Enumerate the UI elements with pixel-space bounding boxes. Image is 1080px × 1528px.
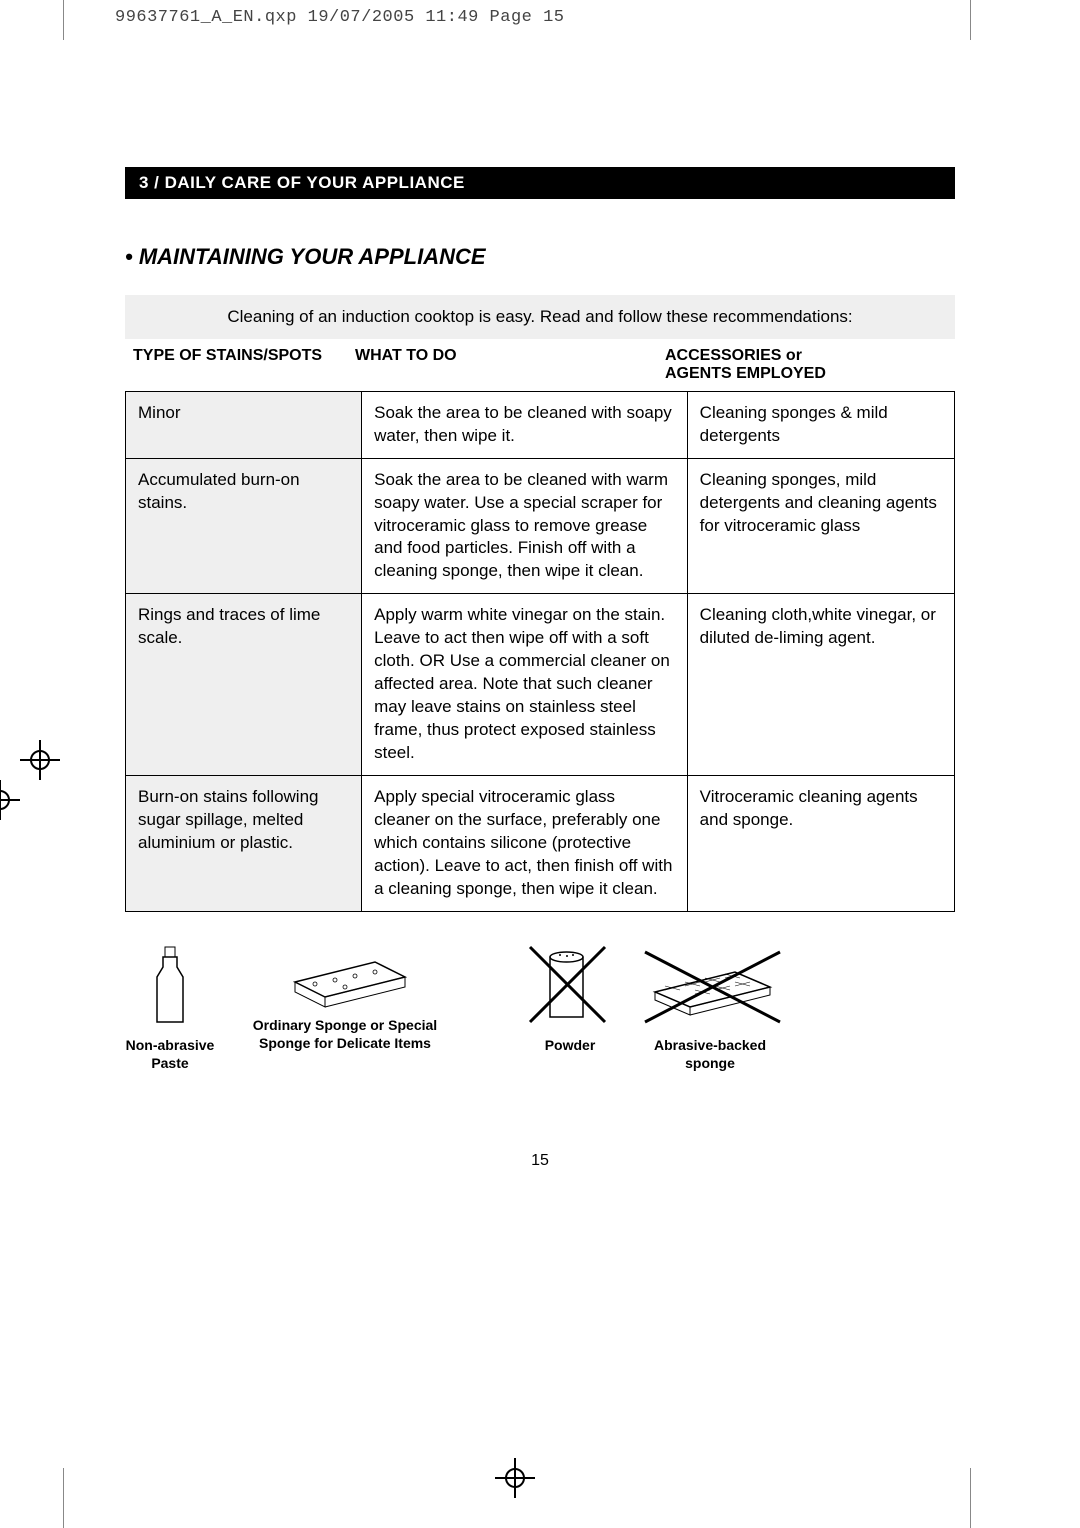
abrasive-label: Abrasive-backed sponge: [635, 1036, 785, 1072]
agents-cell: Cleaning cloth,white vinegar, or diluted…: [687, 594, 954, 776]
sponge-illustration: Ordinary Sponge or Special Sponge for De…: [245, 942, 445, 1053]
abrasive-sponge-illustration: Abrasive-backed sponge: [635, 942, 785, 1073]
stain-cell: Burn-on stains following sugar spillage,…: [126, 775, 362, 911]
registration-mark: [0, 780, 20, 820]
stain-cell: Accumulated burn-on stains.: [126, 458, 362, 594]
column-header-stains: TYPE OF STAINS/SPOTS: [125, 347, 355, 383]
table-row: Accumulated burn-on stains. Soak the are…: [126, 458, 955, 594]
forbidden-group: Powder: [525, 942, 785, 1073]
powder-illustration: Powder: [525, 942, 615, 1054]
table-row: Rings and traces of lime scale. Apply wa…: [126, 594, 955, 776]
sponge-icon: [275, 942, 415, 1012]
stain-cell: Minor: [126, 391, 362, 458]
powder-label: Powder: [525, 1036, 615, 1054]
section-title: • MAINTAINING YOUR APPLIANCE: [125, 244, 955, 270]
powder-can-icon: [525, 942, 615, 1032]
cleaning-table: Minor Soak the area to be cleaned with s…: [125, 391, 955, 912]
bottle-icon: [145, 942, 195, 1032]
paste-illustration: Non-abrasive Paste: [125, 942, 215, 1073]
intro-box: Cleaning of an induction cooktop is easy…: [125, 295, 955, 339]
registration-mark: [20, 740, 60, 780]
abrasive-sponge-icon: [635, 942, 785, 1032]
page-number: 15: [125, 1152, 955, 1170]
action-cell: Apply special vitroceramic glass cleaner…: [362, 775, 688, 911]
table-header-row: TYPE OF STAINS/SPOTS WHAT TO DO ACCESSOR…: [125, 339, 955, 391]
action-cell: Soak the area to be cleaned with warm so…: [362, 458, 688, 594]
action-cell: Soak the area to be cleaned with soapy w…: [362, 391, 688, 458]
sponge-label: Ordinary Sponge or Special Sponge for De…: [245, 1016, 445, 1052]
table-row: Burn-on stains following sugar spillage,…: [126, 775, 955, 911]
action-cell: Apply warm white vinegar on the stain. L…: [362, 594, 688, 776]
column-header-action: WHAT TO DO: [355, 347, 665, 383]
file-meta-header: 99637761_A_EN.qxp 19/07/2005 11:49 Page …: [0, 0, 1080, 27]
registration-mark: [495, 1458, 535, 1498]
column-header-agents: ACCESSORIES orAGENTS EMPLOYED: [665, 347, 925, 383]
agents-cell: Cleaning sponges & mild detergents: [687, 391, 954, 458]
table-row: Minor Soak the area to be cleaned with s…: [126, 391, 955, 458]
illustrations-row: Non-abrasive Paste Ordinary Sponge or Sp…: [125, 942, 955, 1073]
paste-label: Non-abrasive Paste: [125, 1036, 215, 1072]
agents-cell: Vitroceramic cleaning agents and sponge.: [687, 775, 954, 911]
chapter-heading-bar: 3 / DAILY CARE OF YOUR APPLIANCE: [125, 167, 955, 199]
stain-cell: Rings and traces of lime scale.: [126, 594, 362, 776]
agents-cell: Cleaning sponges, mild detergents and cl…: [687, 458, 954, 594]
